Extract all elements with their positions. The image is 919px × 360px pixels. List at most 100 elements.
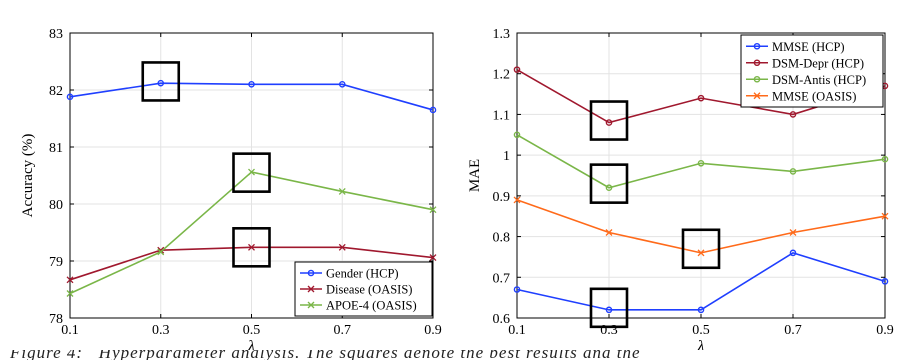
x-tick-label: 0.9 <box>424 323 442 338</box>
highlight-box <box>681 228 721 270</box>
caption-fragment-image: Figure 4: Hyperparameter analysis. The s… <box>10 350 641 360</box>
data-point <box>697 159 705 167</box>
data-point <box>789 111 797 118</box>
highlight-box <box>589 100 629 141</box>
highlight-box <box>589 163 629 204</box>
data-point <box>605 229 613 236</box>
series-line <box>69 82 434 111</box>
series-line <box>516 134 886 189</box>
x-tick-label: 0.7 <box>334 323 352 338</box>
data-point-stroke <box>66 276 74 284</box>
data-point-stroke <box>429 254 437 262</box>
y-tick-label: 80 <box>49 198 63 213</box>
highlight-box <box>589 287 629 329</box>
chart-panel-1: 0.1 0.3 0.5 0.7 0.9 78 79 80 81 82 83 λ Accuracy (%)… <box>20 27 442 355</box>
data-point <box>697 249 705 257</box>
data-point <box>429 206 437 214</box>
legend-item: Gender (HCP) <box>300 267 399 281</box>
data-point <box>697 306 705 314</box>
chart-panel-2: 0.1 0.3 0.5 0.7 0.9 0.6 0.7 0.8 0.9 1 1.1 1.2 1.3 λ MA… <box>467 27 894 355</box>
series-4 <box>513 196 889 257</box>
legend-item: DSM-Antis (HCP) <box>746 73 866 87</box>
data-point <box>789 168 797 175</box>
legend-label: MMSE (HCP) <box>772 40 845 54</box>
series-1 <box>513 249 889 314</box>
data-point-stroke <box>513 196 521 204</box>
data-point-stroke <box>881 212 889 220</box>
ticks: 0.1 0.3 0.5 0.7 0.9 78 79 80 81 82 83 <box>49 27 442 338</box>
legend-marker <box>753 92 761 100</box>
y-tick-label: 79 <box>49 255 63 270</box>
legend-item: Disease (OASIS) <box>300 283 412 297</box>
x-tick-label: 0.7 <box>784 323 802 338</box>
data-point <box>881 155 889 163</box>
data-point-stroke <box>789 229 797 236</box>
data-point <box>248 243 255 251</box>
series-2 <box>66 243 437 284</box>
y-tick-label: 1.3 <box>493 27 511 42</box>
data-point <box>605 306 613 314</box>
y-tick-label: 82 <box>49 84 63 99</box>
data-point <box>157 248 165 256</box>
data-point-stroke <box>697 249 705 257</box>
legend-item: MMSE (OASIS) <box>746 89 856 103</box>
y-tick-label: 0.6 <box>493 312 511 327</box>
data-point <box>338 243 346 251</box>
legend-marker <box>307 285 315 293</box>
y-tick-label: 0.8 <box>493 231 511 246</box>
data-point <box>429 254 437 262</box>
data-point <box>605 184 613 192</box>
y-tick-label: 1.1 <box>493 108 511 123</box>
highlight-box <box>232 227 271 268</box>
x-tick-label: 0.9 <box>876 323 894 338</box>
legend-marker <box>753 59 761 67</box>
y-tick-label: 1.2 <box>493 68 511 83</box>
y-tick-label: 81 <box>49 141 63 156</box>
legend-label: DSM-Depr (HCP) <box>772 56 864 70</box>
data-point <box>248 168 255 176</box>
data-point-stroke <box>66 290 74 297</box>
data-point <box>429 106 437 114</box>
legend-marker-stroke <box>307 285 315 293</box>
data-point <box>697 94 705 102</box>
series-3 <box>513 131 889 192</box>
data-point <box>789 229 797 236</box>
x-tick-label: 0.1 <box>61 323 79 338</box>
data-point <box>513 66 521 73</box>
legend-label: DSM-Antis (HCP) <box>772 73 866 87</box>
x-tick-label: 0.1 <box>508 323 526 338</box>
x-tick-label: 0.3 <box>600 323 618 338</box>
series-3 <box>66 168 437 297</box>
series-1 <box>66 79 437 114</box>
legend-marker <box>307 269 315 277</box>
legend-label: APOE-4 (OASIS) <box>326 299 417 313</box>
data-point <box>513 131 521 139</box>
data-point-stroke <box>338 243 346 251</box>
legend-marker <box>753 42 761 50</box>
legend: MMSE (HCP) DSM-Depr (HCP) DSM-Antis (HCP) M… <box>740 34 884 108</box>
legend-marker-stroke <box>753 92 761 100</box>
y-tick-label: 83 <box>49 27 63 42</box>
legend: Gender (HCP) Disease (OASIS) APOE-4 (OASIS… <box>294 261 433 317</box>
legend-item: MMSE (HCP) <box>746 40 845 54</box>
data-point <box>513 196 521 204</box>
data-point-stroke <box>157 248 165 256</box>
x-axis-label: λ <box>697 338 705 355</box>
data-point <box>605 119 613 126</box>
legend-label: Gender (HCP) <box>326 267 399 281</box>
legend-item: DSM-Depr (HCP) <box>746 56 864 70</box>
data-point <box>66 276 74 284</box>
data-point <box>248 81 255 88</box>
legend-marker-stroke <box>307 301 315 309</box>
series-line <box>516 251 886 311</box>
data-point <box>157 79 165 87</box>
data-point <box>66 93 74 101</box>
highlight-box <box>232 152 271 193</box>
y-tick-label: 1 <box>503 149 510 164</box>
data-point <box>881 212 889 220</box>
data-point-stroke <box>338 188 346 195</box>
data-point-stroke <box>248 168 255 176</box>
data-point-stroke <box>605 229 613 236</box>
y-axis-label: Accuracy (%) <box>20 134 36 218</box>
